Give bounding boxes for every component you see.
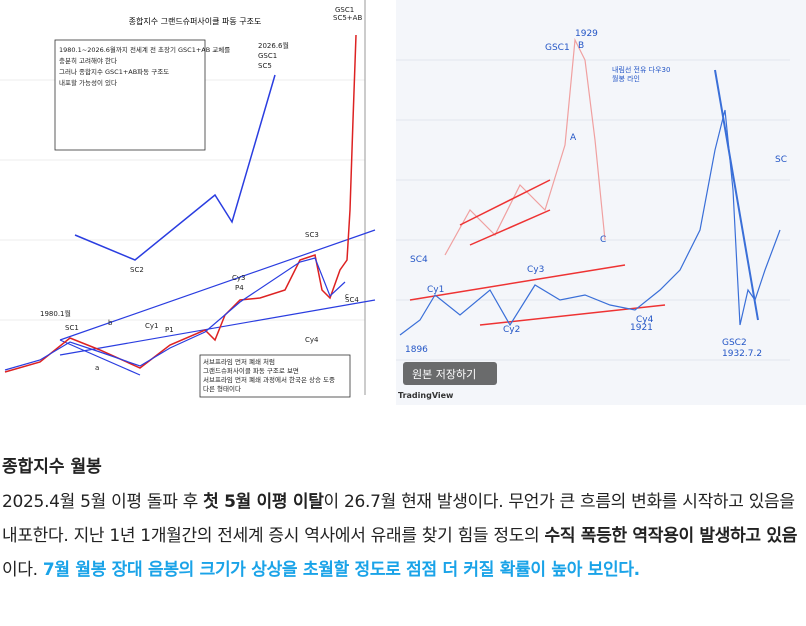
brand: TradingView <box>398 391 454 400</box>
wave-label: 2026.6월 <box>258 41 289 50</box>
note-line: 그랜드슈퍼사이클 파동 구조로 보면 <box>203 366 299 375</box>
wave-label: B <box>578 41 584 51</box>
wave-label: SC1 <box>65 324 79 332</box>
wave-label: Cy1 <box>427 285 444 295</box>
save-button-label[interactable]: 원본 저장하기 <box>412 367 476 381</box>
wave-label: SC4 <box>345 296 359 304</box>
note-line: 내포할 가능성이 있다 <box>59 78 117 87</box>
price-line-blue <box>4 257 346 371</box>
wave-label: 1896 <box>405 345 428 355</box>
note-line: 내림선 전유 다우30 <box>612 65 670 74</box>
save-button[interactable] <box>403 362 497 385</box>
wave-label: SC5 <box>258 62 272 70</box>
red-channels <box>409 179 666 326</box>
projection-path <box>444 37 606 256</box>
dow-line <box>399 109 781 336</box>
text-run: 7월 월봉 장대 음봉의 크기가 상상을 초월할 정도로 점점 더 커질 확률이… <box>42 560 640 580</box>
text-run: 첫 5월 이평 이탈 <box>203 492 324 512</box>
wave-label: 1980.1월 <box>40 309 71 318</box>
note-line: 1980.1~2026.6월까지 전세계 전 초장기 GSC1+AB 교체를 <box>59 45 230 54</box>
wave-label: Cy3 <box>527 265 544 275</box>
wave-label: GSC1 <box>545 43 570 53</box>
article: 종합지수 월봉 2025.4월 5월 이평 돌파 후 첫 5월 이평 이탈이 2… <box>2 452 802 587</box>
wave-label: SC4 <box>410 255 428 265</box>
wave-label: 1921 <box>630 323 653 333</box>
wave-label: c <box>345 292 349 300</box>
wave-label: SC3 <box>305 231 319 239</box>
left-title: 종합지수 그랜드슈퍼사이클 파동 구조도 <box>129 16 262 26</box>
wave-label: a <box>95 364 99 372</box>
paragraph: 2025.4월 5월 이평 돌파 후 첫 5월 이평 이탈이 26.7월 현재 … <box>2 485 802 587</box>
wave-label: P4 <box>235 284 244 292</box>
channel-bottom <box>59 299 376 356</box>
note-line: 서브프라임 먼저 폐쇄 처럼 <box>203 357 275 366</box>
price-line <box>4 34 357 373</box>
text-run: 수직 폭등한 역작용이 발생하고 있음 <box>544 526 798 546</box>
wave-label: GSC2 <box>722 338 747 348</box>
wave-label: Cy4 <box>636 315 654 325</box>
text-run: 2025.4월 5월 이평 돌파 후 <box>2 492 204 512</box>
wave-label: 1932.7.2 <box>722 349 762 359</box>
text-run: 이다. <box>2 560 43 580</box>
wave-label: Cy4 <box>305 336 319 344</box>
wave-label: SC <box>775 155 787 165</box>
chart-images: 종합지수 그랜드슈퍼사이클 파동 구조도 1980.1월 SC1 SC2 SC3 SC4… <box>0 0 806 405</box>
decline-line <box>714 69 759 321</box>
note-line: 다른 형태이다 <box>203 384 241 393</box>
channel-line <box>59 339 141 376</box>
note-line: 충분히 고려해야 한다 <box>59 56 117 65</box>
wave-label: Cy3 <box>232 274 245 282</box>
wave-label: A <box>570 133 577 143</box>
wave-label: C <box>600 235 606 245</box>
wave-projection <box>74 74 276 261</box>
text-run: 이 26.7월 현재 발생이다. 무언가 큰 흐름의 변화를 시작하고 있음을 … <box>2 492 795 546</box>
wave-label: GSC1 <box>258 52 277 60</box>
wave-label: P1 <box>165 326 174 334</box>
channel-top <box>59 229 376 341</box>
wave-label: GSC1 <box>335 6 354 14</box>
note-box <box>199 354 351 398</box>
wave-label: SC5+AB <box>333 14 362 22</box>
heading: 종합지수 월봉 <box>2 457 102 477</box>
wave-label: Cy2 <box>503 325 520 335</box>
wave-label: b <box>108 319 113 327</box>
note-line: 월봉 라인 <box>612 74 640 83</box>
note-box <box>54 39 206 151</box>
note-line: 서브프라임 먼저 폐쇄 과정에서 한국은 상승 도중 <box>203 375 335 384</box>
wave-label: 1929 <box>575 29 598 39</box>
wave-label: Cy1 <box>145 322 158 330</box>
right-grid <box>396 59 790 361</box>
wave-label: SC2 <box>130 266 144 274</box>
note-line: 그러나 종합지수 GSC1+AB파동 구조도 <box>59 67 169 76</box>
